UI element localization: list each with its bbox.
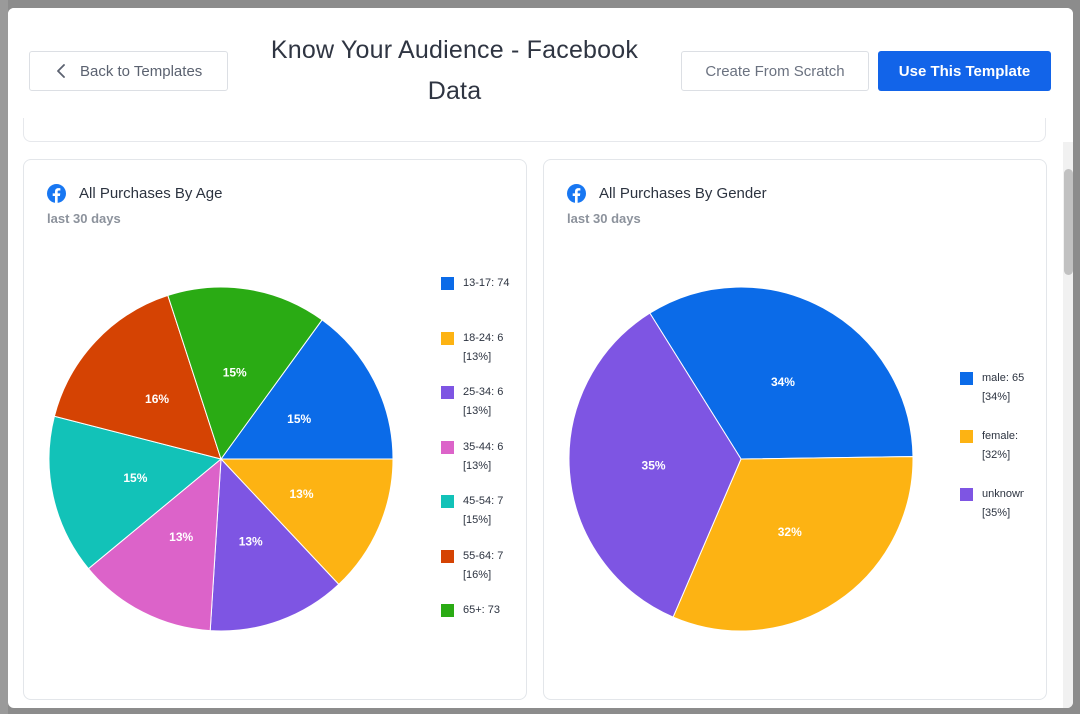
slice-label: 35% — [642, 459, 666, 473]
legend-item[interactable]: 65+: 73 — [441, 604, 500, 617]
slice-label: 13% — [289, 487, 313, 501]
chevron-left-icon — [57, 64, 65, 78]
legend-item[interactable]: 55-64: 7 [16%] — [441, 549, 504, 585]
legend-label: 55-64: 7 [16%] — [463, 549, 504, 581]
card-header: All Purchases By Gender — [567, 184, 767, 203]
legend-label: male: 65 [34%] — [982, 372, 1024, 403]
legend-swatch — [441, 440, 454, 454]
pie-slice-age-35-44[interactable] — [87, 457, 222, 632]
backdrop — [0, 0, 8, 714]
legend-label: 35-44: 6 [13%] — [463, 440, 504, 472]
facebook-icon — [47, 184, 66, 203]
legend-label: 25-34: 6 [13%] — [463, 386, 504, 417]
card-title: All Purchases By Age — [79, 185, 223, 202]
previous-card-edge — [23, 118, 1046, 142]
legend-swatch — [441, 331, 454, 345]
pie-chart-age: 15% 13% 13% 13% 15% 16% 15% — [48, 286, 394, 632]
pie-slice-age-13-17[interactable] — [220, 319, 394, 460]
legend-label: female: [32%] — [982, 430, 1019, 461]
legend-item[interactable]: female: [32%] — [960, 430, 1018, 465]
pie-slice-age-65+[interactable] — [167, 286, 323, 461]
card-title: All Purchases By Gender — [599, 185, 767, 202]
chart-card-gender: All Purchases By Gender last 30 days 34%… — [543, 159, 1047, 700]
card-subtitle: last 30 days — [567, 211, 641, 226]
slice-label: 13% — [169, 530, 193, 544]
legend-swatch — [960, 430, 973, 443]
legend-label: 18-24: 6 [13%] — [463, 331, 504, 363]
template-preview-modal: Back to Templates Know Your Audience - F… — [8, 8, 1073, 708]
legend-swatch — [441, 604, 454, 617]
pie-slice-age-25-34[interactable] — [209, 457, 340, 632]
pie-slice-gender-male[interactable] — [649, 286, 914, 460]
legend-label: 65+: 73 — [463, 604, 501, 616]
slice-label: 34% — [771, 375, 795, 389]
legend-swatch — [441, 549, 454, 563]
slice-label: 15% — [123, 471, 147, 485]
slice-label: 32% — [778, 525, 802, 539]
use-this-template-button[interactable]: Use This Template — [878, 51, 1051, 91]
legend-label: unknown [35%] — [982, 488, 1024, 519]
scrollbar-thumb[interactable] — [1064, 169, 1073, 275]
card-header: All Purchases By Age — [47, 184, 222, 203]
card-subtitle: last 30 days — [47, 211, 121, 226]
legend-item[interactable]: 35-44: 6 [13%] — [441, 440, 504, 476]
pie-slice-gender-female[interactable] — [672, 456, 914, 632]
back-button-label: Back to Templates — [80, 62, 203, 80]
legend-label: 45-54: 7 [15%] — [463, 495, 504, 526]
create-from-scratch-button[interactable]: Create From Scratch — [681, 51, 869, 91]
legend-item[interactable]: 25-34: 6 [13%] — [441, 386, 503, 421]
back-to-templates-button[interactable]: Back to Templates — [29, 51, 228, 91]
page-title: Know Your Audience - Facebook Data — [270, 36, 639, 105]
legend-swatch — [441, 495, 454, 508]
legend-gender: male: 65 [34%] female: [32%] unknown [35%] — [960, 372, 1024, 532]
legend-item[interactable]: 45-54: 7 [15%] — [441, 495, 503, 530]
pie-chart-gender: 34% 32% 35% — [568, 286, 914, 632]
legend-swatch — [960, 372, 973, 385]
legend-swatch — [960, 488, 973, 501]
pie-slice-age-45-54[interactable] — [48, 415, 223, 570]
slice-label: 13% — [239, 535, 263, 549]
chart-card-age: All Purchases By Age last 30 days 15% 13%… — [23, 159, 527, 700]
slice-label: 15% — [287, 412, 311, 426]
facebook-icon — [567, 184, 586, 203]
pie-slice-age-18-24[interactable] — [219, 458, 394, 586]
legend-item[interactable]: 18-24: 6 [13%] — [441, 331, 504, 367]
legend-age: 13-17: 74 18-24: 6 [13%] 25-34: 6 [13%] 35-44… — [441, 277, 526, 617]
slice-label: 16% — [145, 392, 169, 406]
pie-slice-gender-unknown[interactable] — [568, 312, 742, 618]
legend-item[interactable]: male: 65 [34%] — [960, 372, 1024, 407]
modal-header: Back to Templates Know Your Audience - F… — [8, 8, 1073, 133]
slice-label: 15% — [223, 365, 247, 379]
scrollbar-track[interactable] — [1063, 142, 1073, 708]
legend-swatch — [441, 386, 454, 399]
legend-item[interactable]: unknown [35%] — [960, 488, 1024, 523]
legend-item[interactable]: 13-17: 74 — [441, 277, 509, 293]
legend-swatch — [441, 277, 454, 290]
pie-slice-age-55-64[interactable] — [53, 294, 222, 460]
legend-label: 13-17: 74 — [463, 277, 510, 289]
